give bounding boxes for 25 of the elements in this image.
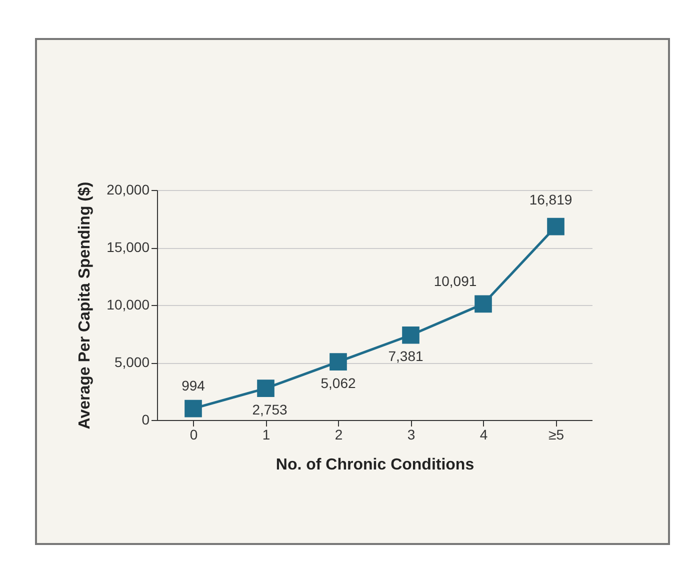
point bbox=[474, 295, 492, 313]
x-tick-label: 0 bbox=[190, 426, 198, 442]
x-tick-label: 3 bbox=[407, 426, 416, 442]
data-label: 5,062 bbox=[320, 374, 356, 391]
y-tick-label: 15,000 bbox=[106, 239, 150, 255]
point bbox=[257, 380, 274, 397]
y-tick-label: 5,000 bbox=[114, 354, 150, 370]
data-label: 16,819 bbox=[529, 192, 572, 208]
y-tick-label: 0 bbox=[142, 412, 150, 428]
y-tick-label: 10,000 bbox=[106, 296, 150, 312]
data-label: 10,091 bbox=[434, 272, 477, 289]
x-tick-label: 4 bbox=[480, 426, 488, 442]
x-tick-label: 1 bbox=[262, 426, 270, 442]
point bbox=[330, 353, 347, 370]
x-tick-label: ≥5 bbox=[548, 426, 564, 442]
x-axis-title: No. of Chronic Conditions bbox=[276, 456, 474, 474]
data-label: 7,381 bbox=[388, 348, 424, 364]
point bbox=[184, 400, 202, 418]
point bbox=[402, 326, 420, 344]
point bbox=[547, 218, 564, 236]
x-tick-label: 2 bbox=[334, 426, 343, 442]
data-label: 994 bbox=[182, 378, 206, 394]
y-tick-label: 20,000 bbox=[106, 182, 150, 198]
data-label: 2,753 bbox=[252, 401, 288, 418]
y-axis-title: Average Per Capita Spending ($) bbox=[76, 182, 94, 430]
